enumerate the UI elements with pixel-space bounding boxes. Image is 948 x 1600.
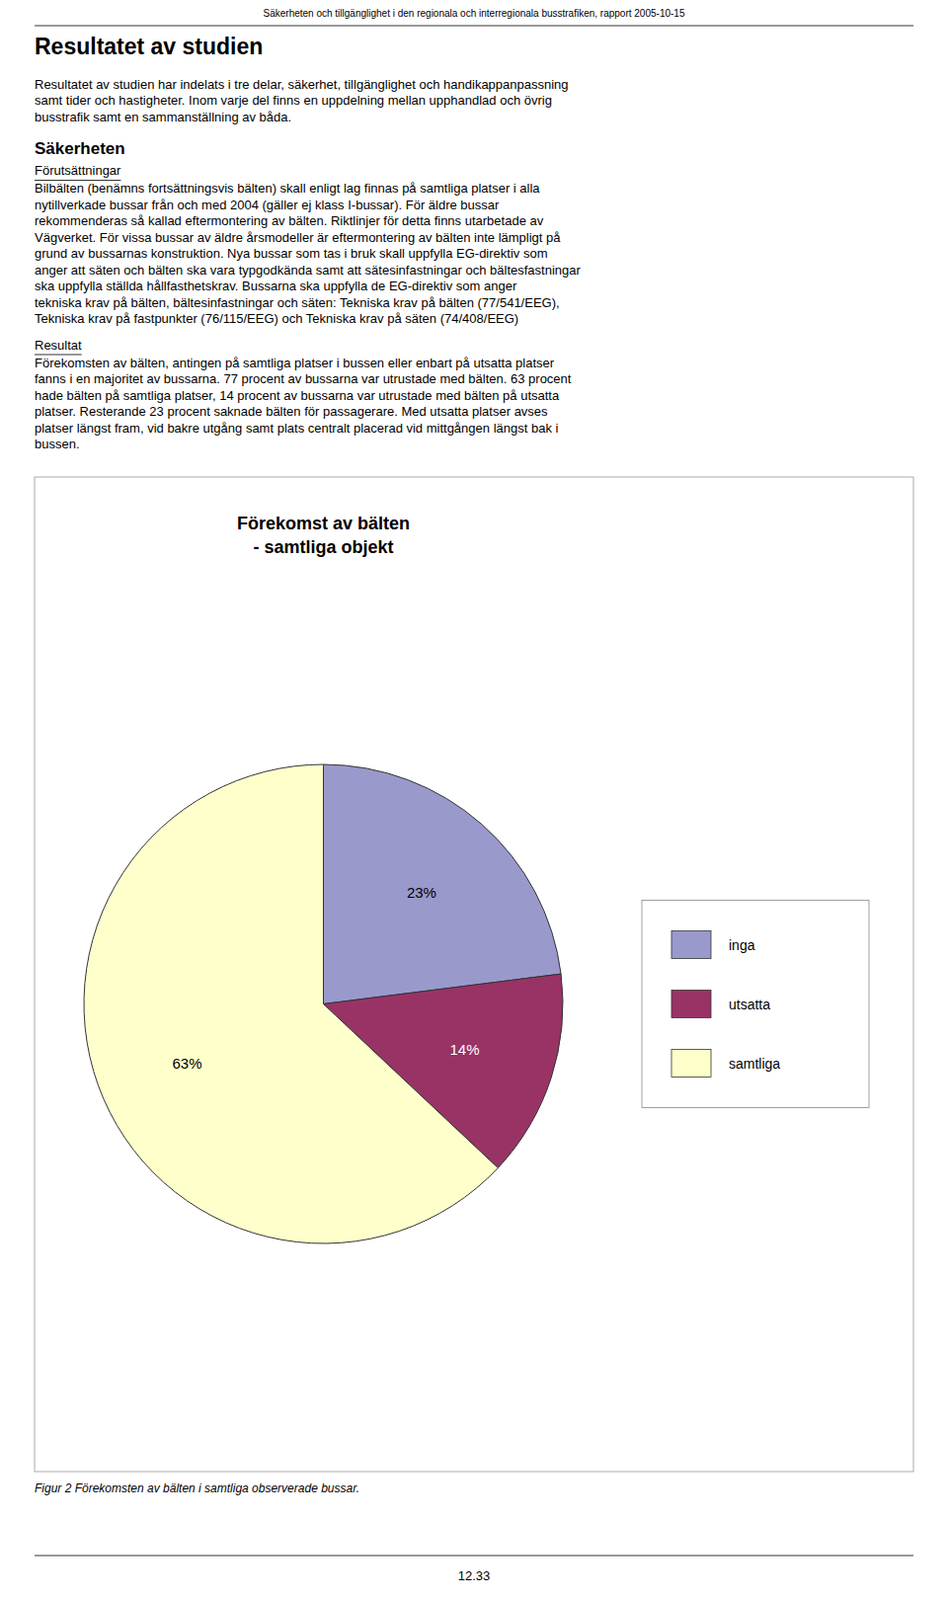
legend-swatch — [671, 1049, 711, 1078]
bottom-rule — [34, 1555, 914, 1557]
body-text: grund av bussarnas konstruktion. Nya bus… — [34, 245, 549, 261]
section-title: Säkerheten — [34, 139, 126, 158]
data-label: 23% — [406, 883, 437, 901]
body-text: rekommenderas så kallad eftermontering a… — [34, 213, 545, 229]
pie-chart: Förekomst av bälten - samtliga objekt 23% 1… — [83, 513, 563, 1244]
body-text: ska uppfylla ställda hållfasthetskrav. B… — [34, 278, 518, 294]
body-text: Tekniska krav på fastpunkter (76/115/EEG… — [34, 311, 519, 326]
body-text: bussen. — [34, 436, 80, 452]
body-text: tekniska krav på bälten, bältesinfastnin… — [34, 295, 560, 311]
legend-swatch — [671, 990, 711, 1019]
body-text: platser längst fram, vid bakre utgång sa… — [34, 420, 559, 436]
chart-subtitle: - samtliga objekt — [252, 537, 394, 557]
body-text: Vägverket. För vissa bussar av äldre års… — [34, 230, 561, 245]
body-text: samt tider och hastigheter. Inom varje d… — [34, 92, 553, 108]
body-text: platser. Resterande 23 procent saknade b… — [34, 403, 549, 419]
top-rule — [34, 25, 914, 27]
page-header: Säkerheten och tillgänglighet i den regi… — [263, 7, 686, 19]
body-text: busstrafik samt en sammanställning av bå… — [34, 109, 292, 125]
chart-title: Förekomst av bälten — [237, 513, 410, 534]
legend-label: utsatta — [728, 996, 771, 1013]
subsection-title: Förutsättningar — [34, 162, 122, 178]
body-text: fanns i en majoritet av bussarna. 77 pro… — [34, 371, 572, 387]
page-number: 12.33 — [458, 1568, 491, 1583]
body-text: Resultatet av studien har indelats i tre… — [34, 77, 569, 92]
legend: inga utsatta samtliga — [641, 900, 869, 1108]
figure-caption: Figur 2 Förekomsten av bälten i samtliga… — [34, 1481, 360, 1496]
legend-label: inga — [728, 937, 756, 953]
pie-slice — [83, 764, 498, 1244]
chart-frame — [34, 476, 914, 1472]
legend-label: samtliga — [728, 1055, 781, 1072]
page: Säkerheten och tillgänglighet i den regi… — [0, 0, 948, 1600]
body-text: nytillverkade bussar från och med 2004 (… — [34, 197, 500, 213]
body-text: anger att säten och bälten ska vara typg… — [34, 262, 582, 278]
data-label: 63% — [171, 1054, 202, 1072]
subsection-title: Resultat — [34, 337, 82, 353]
legend-swatch — [671, 931, 711, 959]
legend-frame — [641, 900, 869, 1108]
data-label: 14% — [449, 1040, 479, 1058]
body-text: Bilbälten (benämns fortsättningsvis bält… — [34, 180, 541, 196]
pie-slice — [323, 764, 562, 1005]
page-title: Resultatet av studien — [34, 33, 263, 60]
body-text: Förekomsten av bälten, antingen på samtl… — [34, 355, 555, 371]
body-text: hade bälten på samtliga platser, 14 proc… — [34, 388, 560, 403]
